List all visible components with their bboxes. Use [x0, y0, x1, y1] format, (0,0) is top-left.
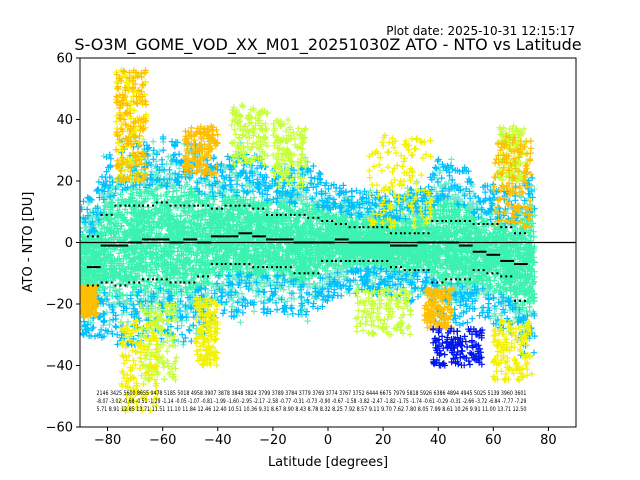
x-tick-label: −80 — [94, 433, 121, 448]
scatter-points — [80, 67, 538, 414]
chart-title: S-O3M_GOME_VOD_XX_M01_20251030Z ATO - NT… — [74, 35, 581, 55]
y-tick-label: −20 — [46, 298, 73, 313]
y-tick-label: 40 — [56, 113, 73, 128]
bin-stats-row: 5.71 8.91 12.85 13.71 11.51 11.10 11.84 … — [97, 406, 527, 413]
x-tick-label: −40 — [204, 433, 231, 448]
y-axis-ticks: −60 −40 −20 0 20 40 60 — [46, 52, 80, 436]
bin-stats-row: 2146 3425 5600 8655 9478 5185 5018 4958 … — [97, 390, 527, 397]
bin-stats-row: -8.07 -3.02 -0.68 -0.51 -1.29 -1.14 -0.0… — [97, 398, 527, 405]
x-axis-label: Latitude [degrees] — [268, 455, 388, 470]
x-tick-label: 0 — [324, 433, 332, 448]
scatter-series-orange — [80, 67, 535, 332]
y-axis-label: ATO - NTO [DU] — [21, 192, 36, 293]
x-tick-label: 20 — [375, 433, 392, 448]
y-tick-label: −40 — [46, 359, 73, 374]
y-tick-label: −60 — [46, 421, 73, 436]
x-tick-label: −20 — [259, 433, 286, 448]
bin-statistics: 2146 3425 5600 8655 9478 5185 5018 4958 … — [97, 390, 527, 413]
y-tick-label: 20 — [56, 175, 73, 190]
y-tick-label: 0 — [65, 236, 73, 251]
x-tick-label: 80 — [540, 433, 557, 448]
std-markers — [86, 201, 528, 302]
x-axis-ticks: −80 −60 −40 −20 0 20 40 60 80 — [94, 427, 557, 448]
x-tick-label: 40 — [430, 433, 447, 448]
x-tick-label: −60 — [149, 433, 176, 448]
x-tick-label: 60 — [485, 433, 502, 448]
scatter-series-blue — [429, 325, 486, 369]
y-tick-label: 60 — [56, 52, 73, 67]
plot-date: Plot date: 2025-10-31 12:15:17 — [386, 24, 575, 38]
